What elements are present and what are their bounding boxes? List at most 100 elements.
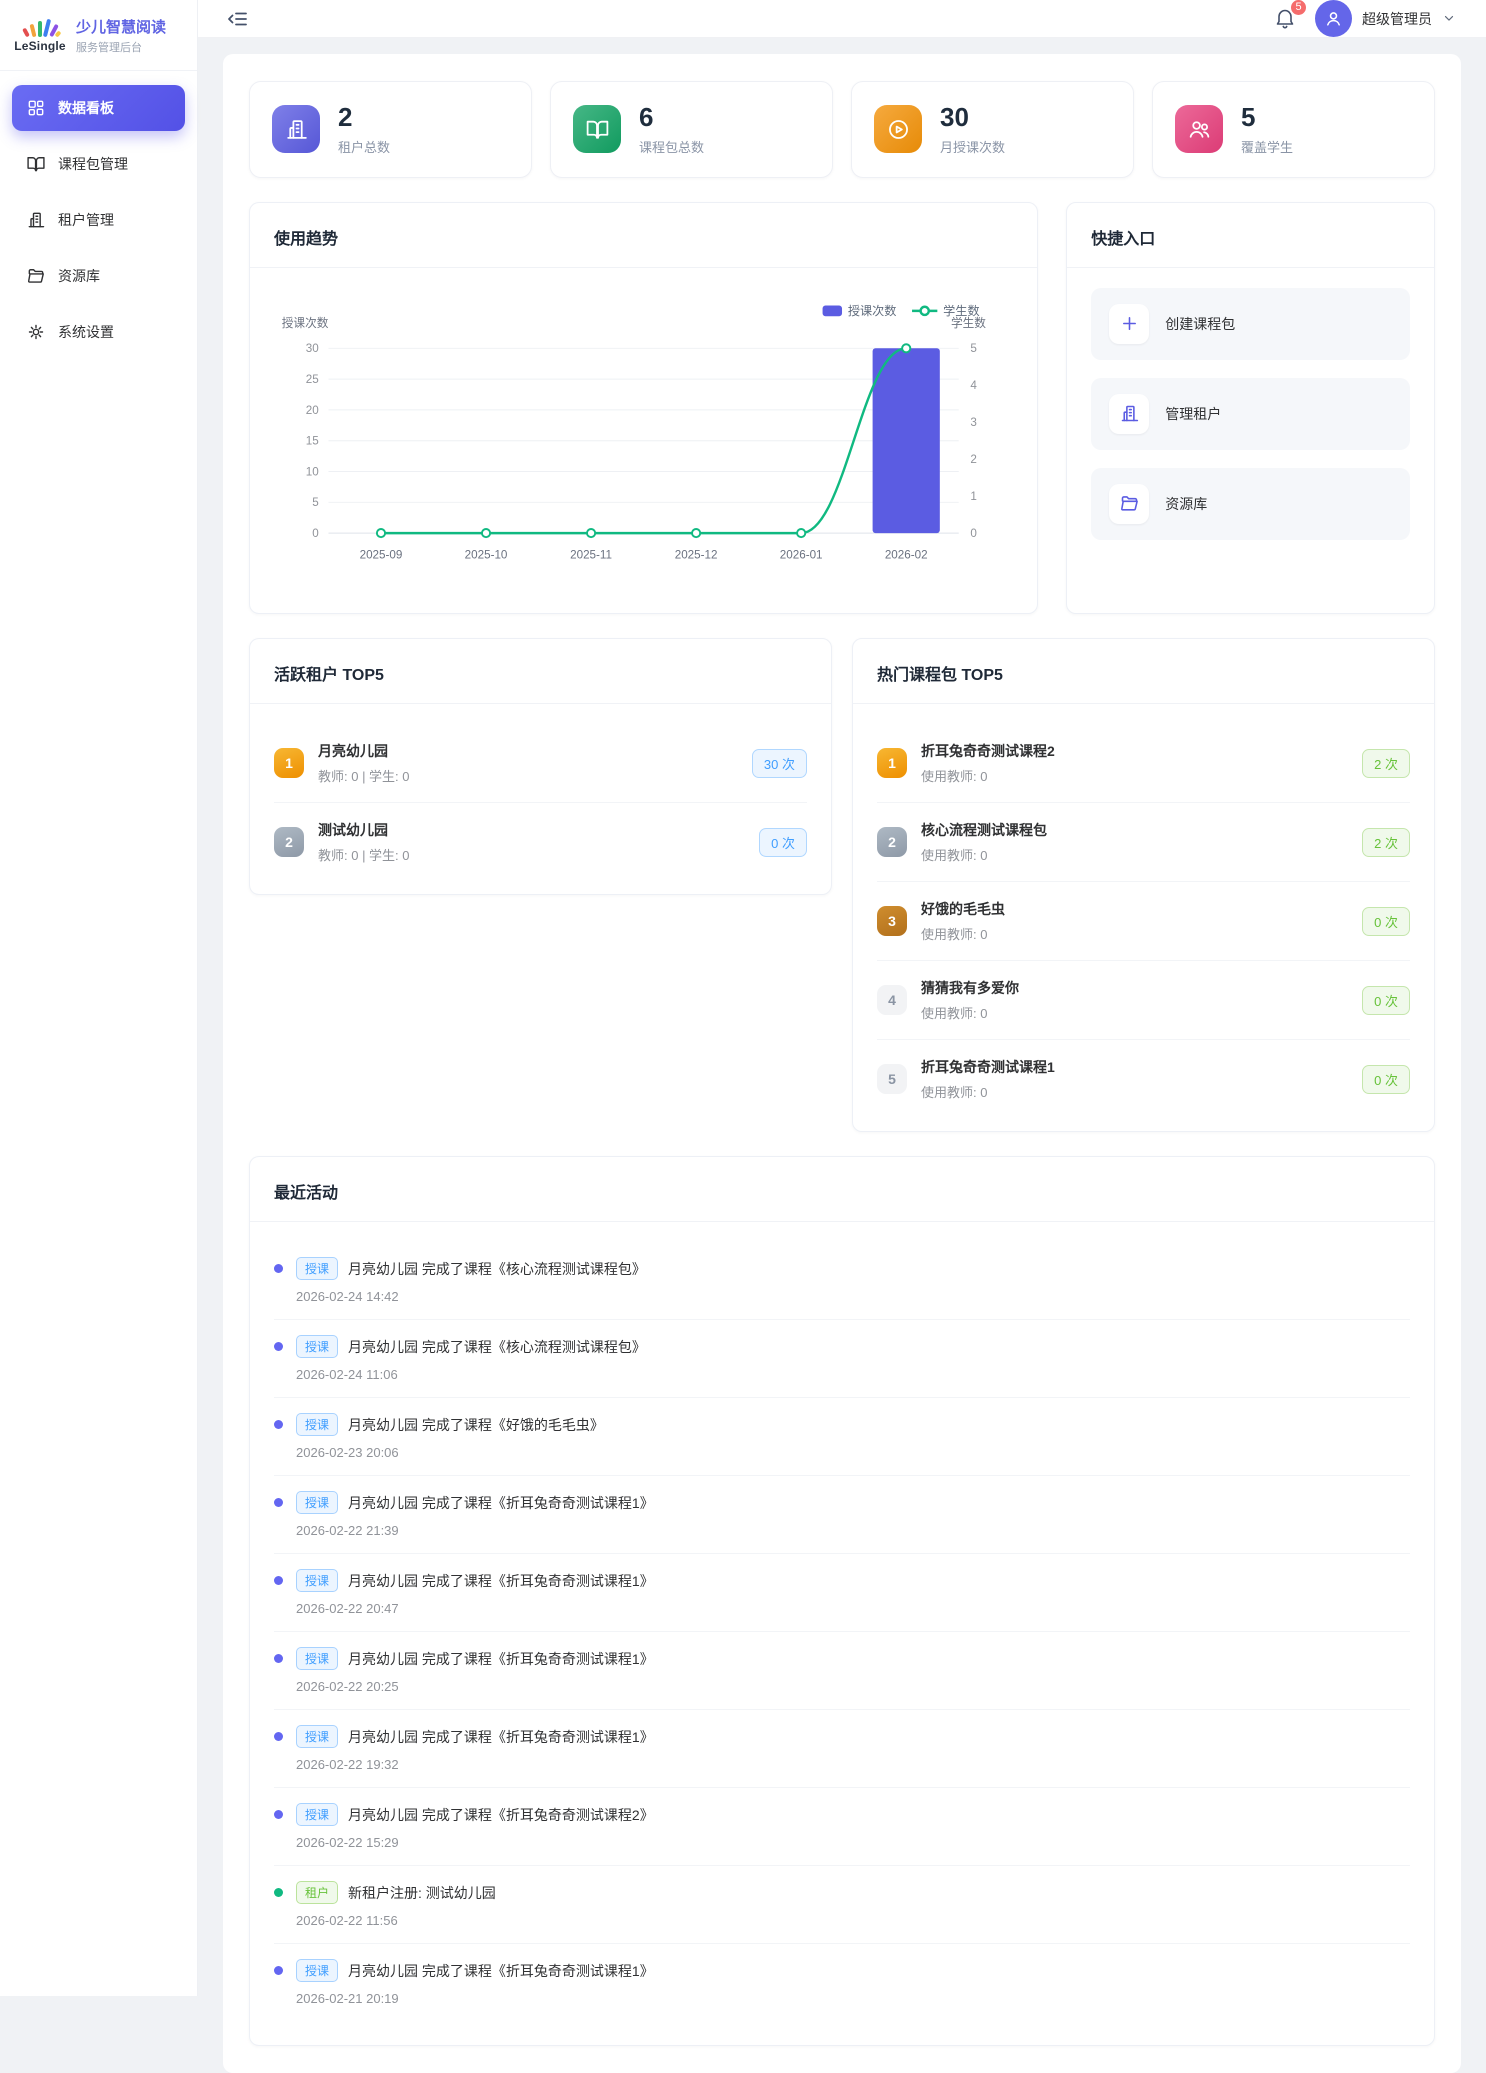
svg-text:2026-02: 2026-02 — [885, 548, 928, 561]
activity-item: 授课 月亮幼儿园 完成了课程《折耳兔奇奇测试课程1》 2026-02-22 21:3… — [274, 1476, 1410, 1555]
logo-text: LeSingle — [14, 39, 66, 53]
brand-subtitle: 服务管理后台 — [76, 41, 142, 54]
activity-time: 2026-02-24 14:42 — [296, 1289, 399, 1305]
stat-label: 课程包总数 — [639, 139, 705, 155]
activity-item: 授课 月亮幼儿园 完成了课程《折耳兔奇奇测试课程1》 2026-02-22 19:3… — [274, 1710, 1410, 1789]
rank-badge: 3 — [877, 906, 907, 937]
activity-dot — [274, 1810, 283, 1820]
tenant-row: 2 测试幼儿园 教师: 0 | 学生: 0 0 次 — [274, 803, 807, 870]
package-name: 猜猜我有多爱你 — [921, 980, 1019, 997]
svg-text:授课次数: 授课次数 — [282, 315, 329, 329]
activity-text: 月亮幼儿园 完成了课程《折耳兔奇奇测试课程1》 — [348, 1572, 654, 1589]
folder-icon — [26, 266, 46, 286]
svg-text:2025-10: 2025-10 — [465, 548, 508, 561]
play-icon — [874, 105, 922, 154]
svg-text:2025-11: 2025-11 — [570, 548, 612, 561]
sidebar-fold-icon[interactable] — [226, 7, 250, 31]
activity-dot — [274, 1576, 283, 1586]
package-name: 核心流程测试课程包 — [921, 822, 1047, 839]
activity-type-badge: 授课 — [296, 1335, 339, 1359]
tenant-meta: 教师: 0 | 学生: 0 — [318, 848, 410, 864]
stat-card-packages: 6 课程包总数 — [550, 81, 833, 178]
activity-item: 授课 月亮幼儿园 完成了课程《核心流程测试课程包》 2026-02-24 14:42 — [274, 1242, 1410, 1321]
rank-badge: 2 — [274, 827, 304, 858]
usage-count-badge: 30 次 — [751, 748, 807, 778]
package-row: 1 折耳兔奇奇测试课程2 使用教师: 0 2 次 — [877, 724, 1410, 804]
activity-text: 月亮幼儿园 完成了课程《折耳兔奇奇测试课程1》 — [348, 1494, 654, 1511]
activity-text: 月亮幼儿园 完成了课程《核心流程测试课程包》 — [348, 1260, 646, 1277]
book-icon — [573, 105, 621, 154]
svg-text:0: 0 — [970, 527, 977, 540]
active-tenants-panel: 活跃租户 TOP5 1 月亮幼儿园 教师: 0 | 学生: 0 30 次 2 测试… — [249, 638, 832, 896]
sidebar-item-tenants[interactable]: 租户管理 — [12, 197, 185, 243]
package-meta: 使用教师: 0 — [921, 1085, 988, 1101]
svg-text:1: 1 — [970, 490, 976, 503]
sidebar-item-resources[interactable]: 资源库 — [12, 253, 185, 299]
topbar: 5 超级管理员 — [198, 0, 1486, 38]
activity-time: 2026-02-22 11:56 — [296, 1913, 398, 1929]
usage-count-badge: 0 次 — [759, 827, 807, 857]
notification-badge: 5 — [1289, 0, 1308, 17]
panel-title: 使用趋势 — [274, 230, 339, 248]
quick-entry-panel: 快捷入口 创建课程包 管理租户 资源库 — [1066, 201, 1435, 615]
package-meta: 使用教师: 0 — [921, 848, 988, 864]
svg-text:2026-01: 2026-01 — [780, 548, 823, 561]
usage-trend-chart: 0 5 10 15 20 25 30 0 1 2 3 4 5 授课次数 学生数 授课次数 学生数 2025-09 2… — [274, 288, 1013, 590]
activity-dot — [274, 1342, 283, 1352]
sidebar-item-course-packages[interactable]: 课程包管理 — [12, 141, 185, 187]
activity-item: 租户 新租户注册: 测试幼儿园 2026-02-22 11:56 — [274, 1866, 1410, 1945]
activity-time: 2026-02-22 20:47 — [296, 1601, 399, 1617]
quick-link-resources[interactable]: 资源库 — [1091, 467, 1410, 540]
folder-icon — [1109, 483, 1150, 524]
notification-bell-icon[interactable]: 5 — [1273, 0, 1308, 32]
activity-type-badge: 授课 — [296, 1647, 339, 1671]
package-name: 折耳兔奇奇测试课程1 — [921, 1059, 1055, 1076]
sidebar-item-settings[interactable]: 系统设置 — [12, 309, 185, 355]
quick-link-label: 管理租户 — [1165, 405, 1222, 422]
tenant-row: 1 月亮幼儿园 教师: 0 | 学生: 0 30 次 — [274, 724, 807, 804]
svg-text:2025-12: 2025-12 — [675, 548, 718, 561]
activity-dot — [274, 1498, 283, 1508]
activity-time: 2026-02-22 19:32 — [296, 1757, 399, 1773]
activity-text: 新租户注册: 测试幼儿园 — [348, 1884, 496, 1901]
sidebar-item-dashboard[interactable]: 数据看板 — [12, 85, 185, 131]
svg-text:20: 20 — [306, 403, 319, 416]
building-icon — [26, 210, 46, 230]
sidebar: LeSingle 少儿智慧阅读 服务管理后台 数据看板 课程包管理 租户管理 — [0, 0, 198, 1996]
activity-text: 月亮幼儿园 完成了课程《折耳兔奇奇测试课程1》 — [348, 1650, 654, 1667]
activity-item: 授课 月亮幼儿园 完成了课程《折耳兔奇奇测试课程2》 2026-02-22 15:2… — [274, 1788, 1410, 1867]
panel-title: 最近活动 — [274, 1185, 339, 1203]
stat-label: 覆盖学生 — [1241, 139, 1294, 155]
activity-item: 授课 月亮幼儿园 完成了课程《折耳兔奇奇测试课程1》 2026-02-21 20:1… — [274, 1944, 1410, 2021]
svg-text:15: 15 — [306, 434, 319, 447]
activity-type-badge: 授课 — [296, 1959, 339, 1983]
package-name: 折耳兔奇奇测试课程2 — [921, 743, 1055, 760]
activity-dot — [274, 1264, 283, 1274]
quick-link-create-package[interactable]: 创建课程包 — [1091, 287, 1410, 360]
activity-item: 授课 月亮幼儿园 完成了课程《折耳兔奇奇测试课程1》 2026-02-22 20:4… — [274, 1554, 1410, 1633]
svg-text:学生数: 学生数 — [943, 303, 979, 318]
panel-title: 热门课程包 TOP5 — [877, 667, 1003, 685]
avatar — [1315, 0, 1352, 37]
activity-dot — [274, 1654, 283, 1664]
user-menu[interactable]: 超级管理员 — [1315, 0, 1456, 37]
svg-text:0: 0 — [312, 527, 319, 540]
activity-text: 月亮幼儿园 完成了课程《折耳兔奇奇测试课程1》 — [348, 1728, 654, 1745]
package-name: 好饿的毛毛虫 — [921, 901, 1005, 918]
usage-count-badge: 2 次 — [1362, 827, 1410, 857]
sidebar-item-label: 课程包管理 — [58, 156, 128, 172]
activity-time: 2026-02-22 21:39 — [296, 1523, 399, 1539]
usage-count-badge: 2 次 — [1362, 748, 1410, 778]
sidebar-item-label: 资源库 — [58, 268, 100, 284]
stat-card-tenants: 2 租户总数 — [249, 81, 532, 178]
package-row: 5 折耳兔奇奇测试课程1 使用教师: 0 0 次 — [877, 1040, 1410, 1107]
package-row: 4 猜猜我有多爱你 使用教师: 0 0 次 — [877, 961, 1410, 1041]
sidebar-item-label: 租户管理 — [58, 212, 114, 228]
package-meta: 使用教师: 0 — [921, 1006, 988, 1022]
svg-text:30: 30 — [306, 342, 319, 355]
rank-badge: 5 — [877, 1064, 907, 1095]
tenant-meta: 教师: 0 | 学生: 0 — [318, 769, 410, 785]
activity-dot — [274, 1732, 283, 1742]
quick-link-manage-tenants[interactable]: 管理租户 — [1091, 377, 1410, 450]
